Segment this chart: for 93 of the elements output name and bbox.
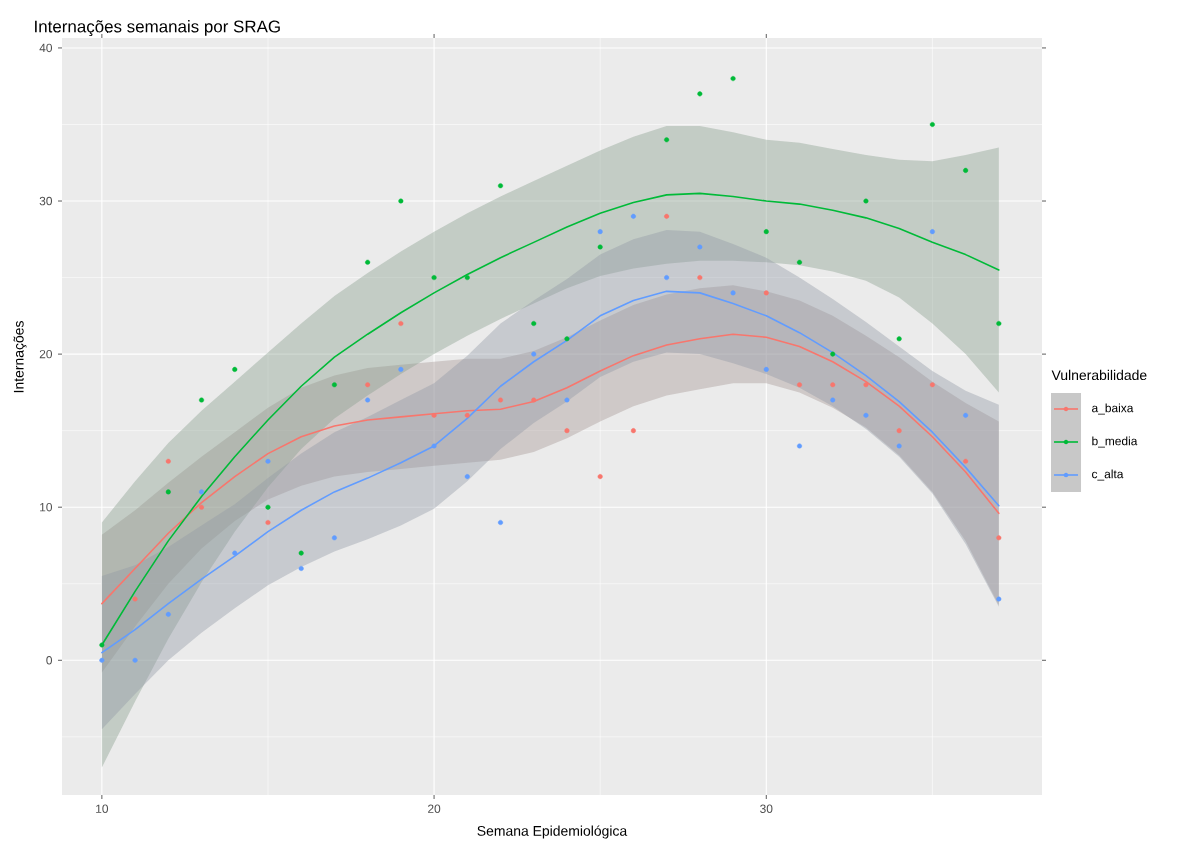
point <box>232 366 238 372</box>
point <box>132 596 138 602</box>
y-tick-label: 0 <box>46 656 53 665</box>
point <box>365 397 371 403</box>
point <box>564 336 570 342</box>
point <box>398 198 404 204</box>
point <box>531 320 537 326</box>
point <box>431 275 437 281</box>
y-tick-label: 40 <box>39 43 53 53</box>
point <box>597 474 603 480</box>
point <box>298 550 304 556</box>
point <box>963 412 969 418</box>
point <box>763 366 769 372</box>
point <box>996 320 1002 326</box>
point <box>464 474 470 480</box>
point <box>564 397 570 403</box>
point <box>199 489 205 495</box>
point <box>664 213 670 219</box>
point <box>830 397 836 403</box>
point <box>830 351 836 357</box>
point <box>199 397 205 403</box>
point <box>464 412 470 418</box>
point <box>863 412 869 418</box>
point <box>929 229 935 235</box>
point <box>398 366 404 372</box>
y-tick-label: 10 <box>40 502 53 512</box>
point <box>963 167 969 173</box>
point <box>697 275 703 281</box>
point <box>830 382 836 388</box>
point <box>896 443 902 449</box>
legend-label: a_baixa <box>1092 403 1134 415</box>
point <box>365 382 371 388</box>
point <box>763 229 769 235</box>
point <box>531 351 537 357</box>
point <box>265 458 271 464</box>
point <box>431 443 437 449</box>
point <box>697 244 703 250</box>
point <box>331 535 337 541</box>
point <box>630 428 636 434</box>
point <box>165 489 171 495</box>
x-axis-title: Semana Epidemiológica <box>477 825 628 839</box>
x-tick-label: 30 <box>760 804 773 813</box>
point <box>265 504 271 510</box>
point <box>298 565 304 571</box>
x-tick-label: 20 <box>428 804 441 813</box>
point <box>896 428 902 434</box>
point <box>697 91 703 97</box>
point <box>763 290 769 296</box>
point <box>896 336 902 342</box>
point <box>564 428 570 434</box>
chart-title: Internações semanais por SRAG <box>35 20 280 36</box>
point <box>730 76 736 82</box>
legend-label: b_media <box>1092 436 1138 448</box>
point <box>996 596 1002 602</box>
point <box>730 290 736 296</box>
point <box>99 657 105 663</box>
point <box>498 397 504 403</box>
point <box>431 412 437 418</box>
point <box>797 443 802 449</box>
point <box>929 382 935 388</box>
point <box>165 458 171 464</box>
legend-label: c_alta <box>1092 469 1124 481</box>
point <box>664 137 670 143</box>
point <box>963 458 969 464</box>
point <box>398 320 404 326</box>
point <box>199 504 205 510</box>
point <box>597 244 603 250</box>
line-series <box>101 333 1000 605</box>
point <box>996 535 1002 541</box>
point <box>929 121 935 127</box>
point <box>863 382 869 388</box>
y-tick-label: 20 <box>39 349 53 359</box>
point <box>232 550 238 556</box>
point <box>265 520 271 525</box>
point <box>331 382 337 388</box>
point <box>464 275 470 281</box>
point <box>99 642 105 648</box>
point <box>132 657 138 663</box>
point <box>498 520 504 525</box>
x-tick-label: 10 <box>96 804 109 813</box>
point <box>797 259 802 265</box>
point <box>165 611 171 617</box>
y-tick-label: 30 <box>39 196 53 206</box>
y-axis-title: Internações <box>13 321 27 393</box>
point <box>365 259 371 265</box>
point <box>498 183 504 189</box>
legend-title: Vulnerabilidade <box>1051 369 1147 381</box>
point <box>863 198 869 204</box>
point <box>531 397 537 403</box>
point <box>664 275 670 281</box>
point <box>797 382 802 388</box>
point <box>630 213 636 219</box>
point <box>597 229 603 235</box>
